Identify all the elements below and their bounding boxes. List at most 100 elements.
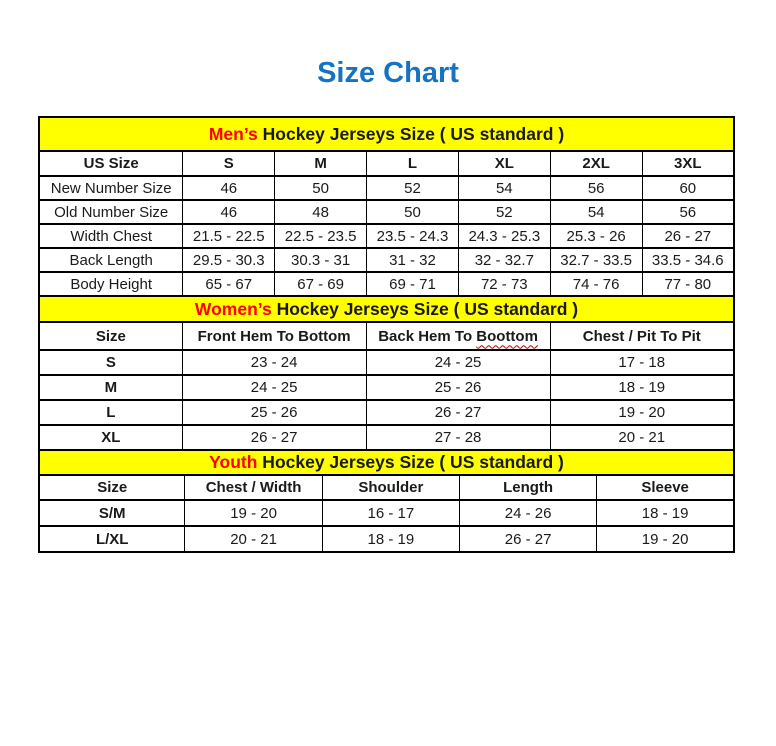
mens-col-header-2: M [274,150,368,178]
mens-cell: 32 - 32.7 [457,247,551,274]
mens-data-row-2: Width Chest 21.5 - 22.5 22.5 - 23.5 23.5 - … [38,223,735,250]
mens-cell: 67 - 69 [274,271,368,298]
youth-col-header-0: Size [38,474,186,502]
womens-data-row-3: XL 26 - 27 27 - 28 20 - 21 [38,424,735,452]
mens-band-rest: Hockey Jerseys Size ( US standard ) [257,123,565,144]
mens-row-label: Back Length [38,247,184,274]
youth-cell: 19 - 20 [184,499,323,528]
womens-band-title: Women’s Hockey Jerseys Size ( US standar… [38,295,735,324]
youth-cell: 18 - 19 [596,499,735,528]
mens-row-label: New Number Size [38,175,184,202]
mens-cell: 54 [457,175,551,202]
mens-cell: 56 [641,199,735,226]
mens-col-header-3: L [366,150,459,178]
womens-size-table: Women’s Hockey Jerseys Size ( US standar… [38,295,735,452]
mens-cell: 46 [182,175,276,202]
youth-row-label: L/XL [38,525,186,554]
womens-cell: 27 - 28 [365,424,551,452]
mens-cell: 72 - 73 [457,271,551,298]
mens-cell: 65 - 67 [182,271,276,298]
mens-cell: 48 [274,199,368,226]
womens-cell: 24 - 25 [181,374,367,402]
youth-row-label: S/M [38,499,186,528]
youth-col-header-3: Length [458,474,598,502]
youth-cell: 26 - 27 [458,525,598,554]
mens-band-row: Men’s Hockey Jerseys Size ( US standard … [38,116,735,153]
mens-band-highlight: Men’s [208,123,258,144]
youth-cell: 18 - 19 [321,525,460,554]
mens-row-label: Old Number Size [38,199,184,226]
size-chart-page: Size Chart Men’s Hockey Jerseys Size ( U… [0,54,776,554]
page-title: Size Chart [317,57,459,89]
youth-cell: 16 - 17 [321,499,460,528]
womens-row-label: XL [38,424,183,452]
mens-cell: 69 - 71 [366,271,459,298]
womens-cell: 19 - 20 [549,399,735,427]
mens-cell: 24.3 - 25.3 [457,223,551,250]
mens-data-row-0: New Number Size 46 50 52 54 56 60 [38,175,735,202]
mens-cell: 31 - 32 [366,247,459,274]
mens-col-header-6: 3XL [641,150,735,178]
youth-cell: 24 - 26 [458,499,598,528]
youth-col-header-2: Shoulder [321,474,460,502]
mens-cell: 26 - 27 [641,223,735,250]
youth-data-row-0: S/M 19 - 20 16 - 17 24 - 26 18 - 19 [38,499,735,528]
womens-data-row-2: L 25 - 26 26 - 27 19 - 20 [38,399,735,427]
womens-row-label: M [38,374,183,402]
youth-data-row-1: L/XL 20 - 21 18 - 19 26 - 27 19 - 20 [38,525,735,554]
womens-band-rest: Hockey Jerseys Size ( US standard ) [271,298,579,319]
youth-size-table: Youth Hockey Jerseys Size ( US standard … [38,449,735,554]
womens-data-row-0: S 23 - 24 24 - 25 17 - 18 [38,349,735,377]
womens-cell: 25 - 26 [181,399,367,427]
mens-data-row-1: Old Number Size 46 48 50 52 54 56 [38,199,735,226]
womens-cell: 26 - 27 [365,399,551,427]
mens-cell: 56 [549,175,643,202]
womens-band-row: Women’s Hockey Jerseys Size ( US standar… [38,295,735,324]
mens-cell: 21.5 - 22.5 [182,223,276,250]
womens-cell: 20 - 21 [549,424,735,452]
womens-band-highlight: Women’s [194,298,272,319]
mens-cell: 77 - 80 [641,271,735,298]
womens-cell: 18 - 19 [549,374,735,402]
womens-cell: 24 - 25 [365,349,551,377]
womens-row-label: S [38,349,183,377]
youth-header-row: Size Chest / Width Shoulder Length Sleeve [38,474,735,502]
womens-col-header-3: Chest / Pit To Pit [549,321,735,352]
womens-col-header-0: Size [38,321,183,352]
misspelled-word: Boottom [476,327,538,345]
mens-cell: 25.3 - 26 [549,223,643,250]
mens-data-row-4: Body Height 65 - 67 67 - 69 69 - 71 72 - 73 7… [38,271,735,298]
womens-col-header-2: Back Hem To Boottom [365,321,551,352]
womens-header-row: Size Front Hem To Bottom Back Hem To Boott… [38,321,735,352]
mens-cell: 46 [182,199,276,226]
youth-band-rest: Hockey Jerseys Size ( US standard ) [257,452,564,473]
mens-cell: 23.5 - 24.3 [366,223,459,250]
youth-band-row: Youth Hockey Jerseys Size ( US standard … [38,449,735,477]
mens-col-header-4: XL [457,150,551,178]
womens-cell: 17 - 18 [549,349,735,377]
mens-col-header-0: US Size [38,150,184,178]
mens-col-header-1: S [182,150,276,178]
mens-row-label: Width Chest [38,223,184,250]
youth-col-header-4: Sleeve [596,474,735,502]
youth-cell: 19 - 20 [596,525,735,554]
mens-data-row-3: Back Length 29.5 - 30.3 30.3 - 31 31 - 32 32… [38,247,735,274]
womens-data-row-1: M 24 - 25 25 - 26 18 - 19 [38,374,735,402]
mens-band-title: Men’s Hockey Jerseys Size ( US standard … [38,116,735,153]
mens-size-table: Men’s Hockey Jerseys Size ( US standard … [38,116,735,298]
mens-cell: 32.7 - 33.5 [549,247,643,274]
mens-row-label: Body Height [38,271,184,298]
womens-col-header-1: Front Hem To Bottom [181,321,367,352]
youth-col-header-1: Chest / Width [184,474,323,502]
mens-cell: 50 [366,199,459,226]
size-tables-container: Men’s Hockey Jerseys Size ( US standard … [38,116,735,554]
womens-row-label: L [38,399,183,427]
womens-cell: 25 - 26 [365,374,551,402]
mens-cell: 22.5 - 23.5 [274,223,368,250]
mens-cell: 54 [549,199,643,226]
youth-band-highlight: Youth [209,452,258,473]
youth-cell: 20 - 21 [184,525,323,554]
mens-header-row: US Size S M L XL 2XL 3XL [38,150,735,178]
womens-cell: 26 - 27 [181,424,367,452]
mens-cell: 30.3 - 31 [274,247,368,274]
